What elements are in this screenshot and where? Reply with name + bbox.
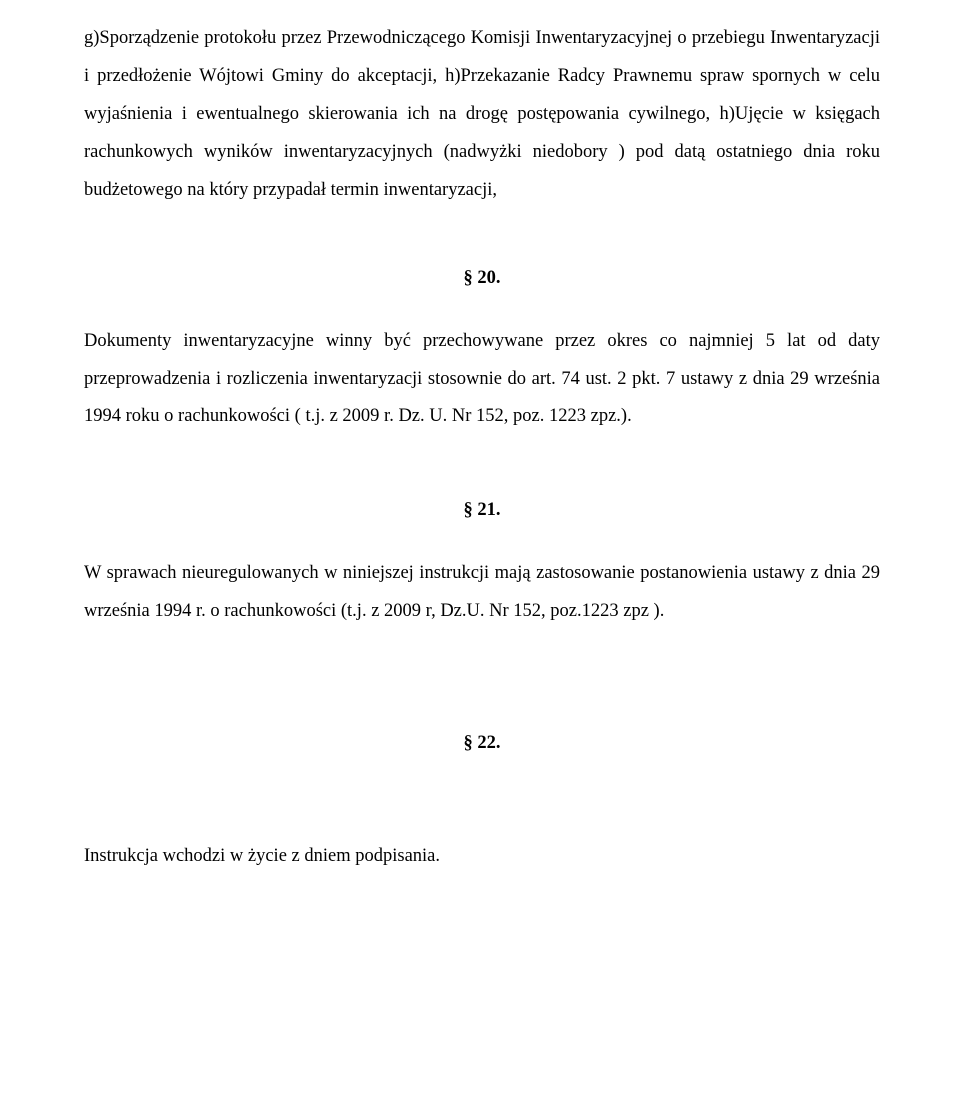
section-heading-22: § 22. (84, 733, 880, 754)
document-page: g)Sporządzenie protokołu przez Przewodni… (0, 0, 960, 915)
paragraph-intro: g)Sporządzenie protokołu przez Przewodni… (84, 20, 880, 210)
section-heading-21: § 21. (84, 500, 880, 521)
paragraph-s21: W sprawach nieuregulowanych w niniejszej… (84, 555, 880, 631)
paragraph-s22: Instrukcja wchodzi w życie z dniem podpi… (84, 838, 880, 875)
paragraph-s20: Dokumenty inwentaryzacyjne winny być prz… (84, 323, 880, 437)
section-heading-20: § 20. (84, 268, 880, 289)
